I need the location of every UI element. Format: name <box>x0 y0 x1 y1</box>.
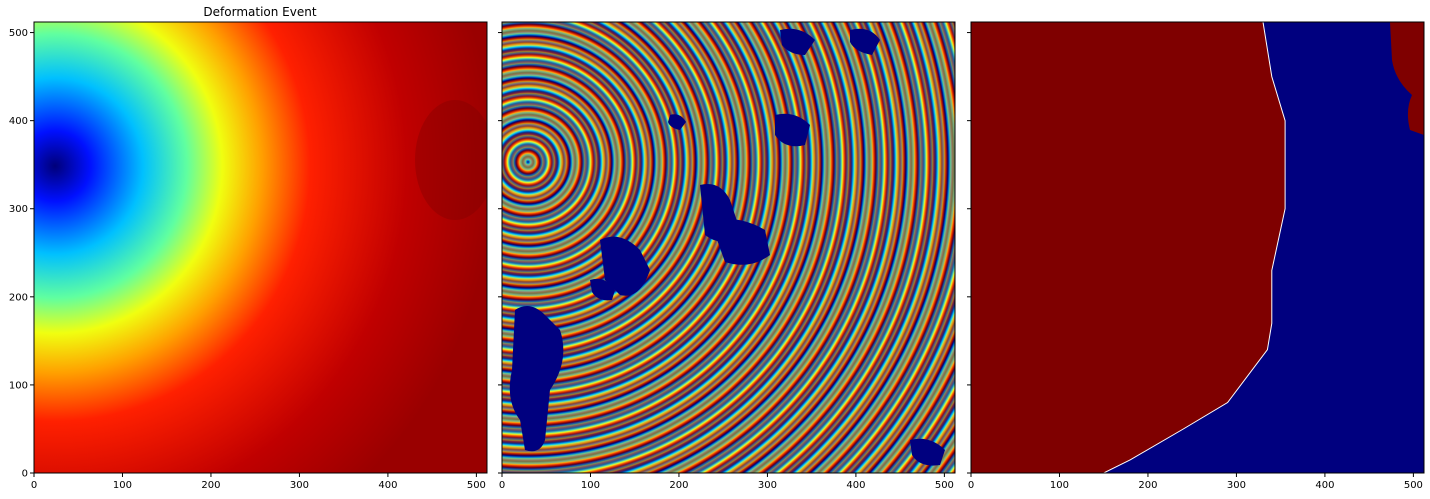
noise-blob <box>590 278 615 301</box>
x-tick-label: 200 <box>669 480 688 491</box>
noise-blob <box>850 28 880 55</box>
y-tick-label: 0 <box>22 469 28 480</box>
noise-blob <box>775 113 810 147</box>
x-tick-label: 300 <box>1227 480 1246 491</box>
noise-blob <box>910 438 945 466</box>
panel-wrapped-interferogram: 0 100 200 300 400 500 <box>498 21 956 491</box>
mask-corner-patch <box>1390 22 1424 135</box>
deformation-dark-spot <box>415 100 487 220</box>
x-tick-label: 0 <box>31 480 37 491</box>
ticks-panel-2: 0 100 200 300 400 500 <box>498 32 954 491</box>
noise-blob <box>668 114 686 130</box>
x-tick-label: 200 <box>201 480 220 491</box>
x-tick-label: 500 <box>467 480 486 491</box>
y-tick-label: 400 <box>9 116 28 127</box>
noise-blob <box>780 28 815 55</box>
x-tick-label: 500 <box>1404 480 1423 491</box>
x-tick-label: 100 <box>1050 480 1069 491</box>
x-tick-label: 400 <box>1315 480 1334 491</box>
x-tick-label: 0 <box>499 480 505 491</box>
axes-frame-1 <box>33 21 488 474</box>
x-tick-label: 0 <box>968 480 974 491</box>
x-tick-label: 100 <box>113 480 132 491</box>
noise-blob <box>600 236 650 296</box>
noise-blobs <box>509 28 945 466</box>
x-tick-label: 100 <box>581 480 600 491</box>
panel-deformation: Deformation Event 0 100 200 300 400 500 0 100 20… <box>9 5 488 491</box>
axes-frame-3 <box>970 21 1425 474</box>
panel-title: Deformation Event <box>203 5 316 19</box>
noise-blob <box>710 218 770 265</box>
y-tick-label: 200 <box>9 292 28 303</box>
ticks-panel-3: 0 100 200 300 400 500 <box>967 32 1423 491</box>
x-tick-label: 300 <box>758 480 777 491</box>
x-tick-label: 500 <box>935 480 954 491</box>
panel-binary-mask: 0 100 200 300 400 500 <box>967 21 1425 491</box>
deformation-image <box>34 22 487 473</box>
noise-blob <box>509 306 564 452</box>
x-tick-label: 200 <box>1138 480 1157 491</box>
x-tick-label: 400 <box>846 480 865 491</box>
y-tick-label: 300 <box>9 204 28 215</box>
x-tick-label: 400 <box>378 480 397 491</box>
mask-region <box>971 22 1286 473</box>
axes-frame-2 <box>501 21 956 474</box>
y-tick-label: 500 <box>9 28 28 39</box>
ticks-panel-1: 0 100 200 300 400 500 0 100 200 300 400 500 <box>9 28 486 491</box>
y-tick-label: 100 <box>9 380 28 391</box>
x-tick-label: 300 <box>290 480 309 491</box>
